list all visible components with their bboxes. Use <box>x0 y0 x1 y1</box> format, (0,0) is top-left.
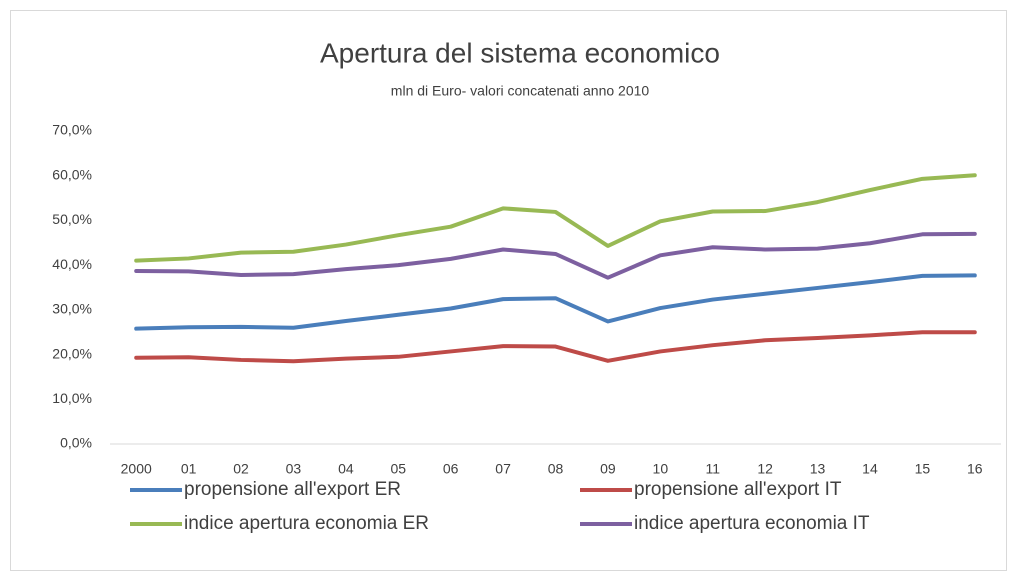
x-tick-label: 08 <box>548 461 564 477</box>
x-tick-label: 06 <box>443 461 459 477</box>
chart-border <box>10 10 1007 571</box>
line-series <box>134 273 977 331</box>
x-tick-label: 15 <box>915 461 931 477</box>
x-tick-label: 03 <box>286 461 302 477</box>
line-series <box>134 173 977 263</box>
x-tick-label: 05 <box>390 461 406 477</box>
x-tick-label: 2000 <box>121 461 152 477</box>
y-tick-label: 60,0% <box>52 166 92 182</box>
legend-label: indice apertura economia ER <box>184 513 429 534</box>
y-tick-label: 30,0% <box>52 301 92 317</box>
x-tick-label: 14 <box>862 461 878 477</box>
x-tick-label: 02 <box>233 461 249 477</box>
x-tick-label: 13 <box>810 461 826 477</box>
legend-label: propensione all'export IT <box>634 479 842 500</box>
y-tick-label: 70,0% <box>52 122 92 138</box>
x-tick-label: 01 <box>181 461 197 477</box>
legend-label: indice apertura economia IT <box>634 513 870 534</box>
chart-title: Apertura del sistema economico <box>320 37 720 68</box>
y-tick-label: 0,0% <box>60 435 92 451</box>
y-tick-label: 40,0% <box>52 256 92 272</box>
legend-label: propensione all'export ER <box>184 479 401 500</box>
x-tick-label: 04 <box>338 461 354 477</box>
y-tick-label: 50,0% <box>52 211 92 227</box>
x-tick-label: 11 <box>705 461 720 477</box>
x-tick-label: 12 <box>757 461 773 477</box>
y-tick-label: 10,0% <box>52 390 92 406</box>
x-tick-label: 10 <box>653 461 669 477</box>
y-tick-label: 20,0% <box>52 345 92 361</box>
line-series <box>134 231 977 280</box>
x-tick-label: 07 <box>495 461 511 477</box>
x-tick-label: 16 <box>967 461 983 477</box>
x-tick-label: 09 <box>600 461 616 477</box>
line-series <box>134 330 977 364</box>
chart-subtitle: mln di Euro- valori concatenati anno 201… <box>391 83 650 99</box>
